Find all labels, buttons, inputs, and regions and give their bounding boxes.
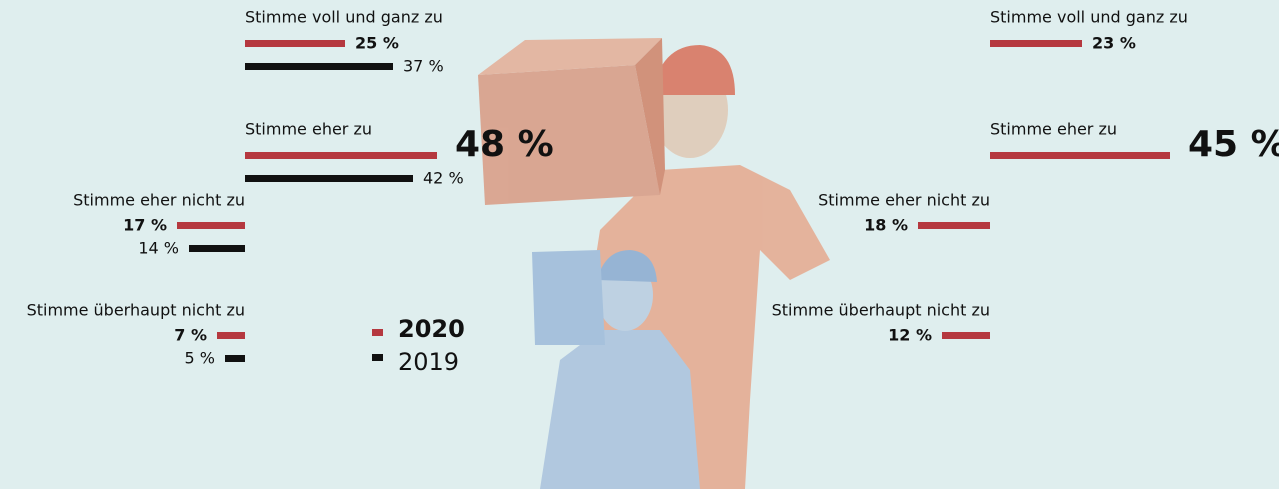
bar	[245, 63, 393, 70]
value-label: 37 %	[403, 57, 444, 76]
bar	[225, 355, 245, 362]
value-label: 25 %	[355, 34, 399, 53]
bar	[245, 40, 345, 47]
value-label: 18 %	[864, 216, 908, 235]
bar	[918, 222, 990, 229]
legend-label: 2020	[398, 315, 465, 343]
value-label: 45 %	[1188, 124, 1279, 165]
category-label: Stimme eher nicht zu	[818, 191, 990, 210]
bar	[990, 40, 1082, 47]
category-label: Stimme voll und ganz zu	[990, 8, 1188, 27]
bar	[245, 152, 437, 159]
category-label: Stimme eher zu	[245, 120, 372, 139]
infographic: 2020 2019 Stimme voll und ganz zu 25 %37 …	[0, 0, 1279, 489]
category-label: Stimme überhaupt nicht zu	[772, 301, 990, 320]
courier-cap	[652, 45, 735, 95]
illustration	[478, 38, 830, 489]
value-label: 12 %	[888, 326, 932, 345]
value-label: 14 %	[138, 239, 179, 258]
category-label: Stimme überhaupt nicht zu	[27, 301, 245, 320]
child-body	[540, 330, 700, 489]
category-label: Stimme voll und ganz zu	[245, 8, 443, 27]
value-label: 48 %	[455, 124, 554, 165]
value-label: 42 %	[423, 169, 464, 188]
value-label: 5 %	[185, 349, 215, 368]
legend-swatch	[372, 354, 383, 361]
bar	[217, 332, 245, 339]
category-label: Stimme eher zu	[990, 120, 1117, 139]
category-label: Stimme eher nicht zu	[73, 191, 245, 210]
bar	[177, 222, 245, 229]
bar	[990, 152, 1170, 159]
legend-label: 2019	[398, 348, 459, 376]
bar	[189, 245, 245, 252]
bar	[245, 175, 413, 182]
bar	[942, 332, 990, 339]
child-parcel	[532, 250, 605, 345]
legend-swatch	[372, 329, 383, 336]
value-label: 7 %	[174, 326, 207, 345]
value-label: 17 %	[123, 216, 167, 235]
value-label: 23 %	[1092, 34, 1136, 53]
